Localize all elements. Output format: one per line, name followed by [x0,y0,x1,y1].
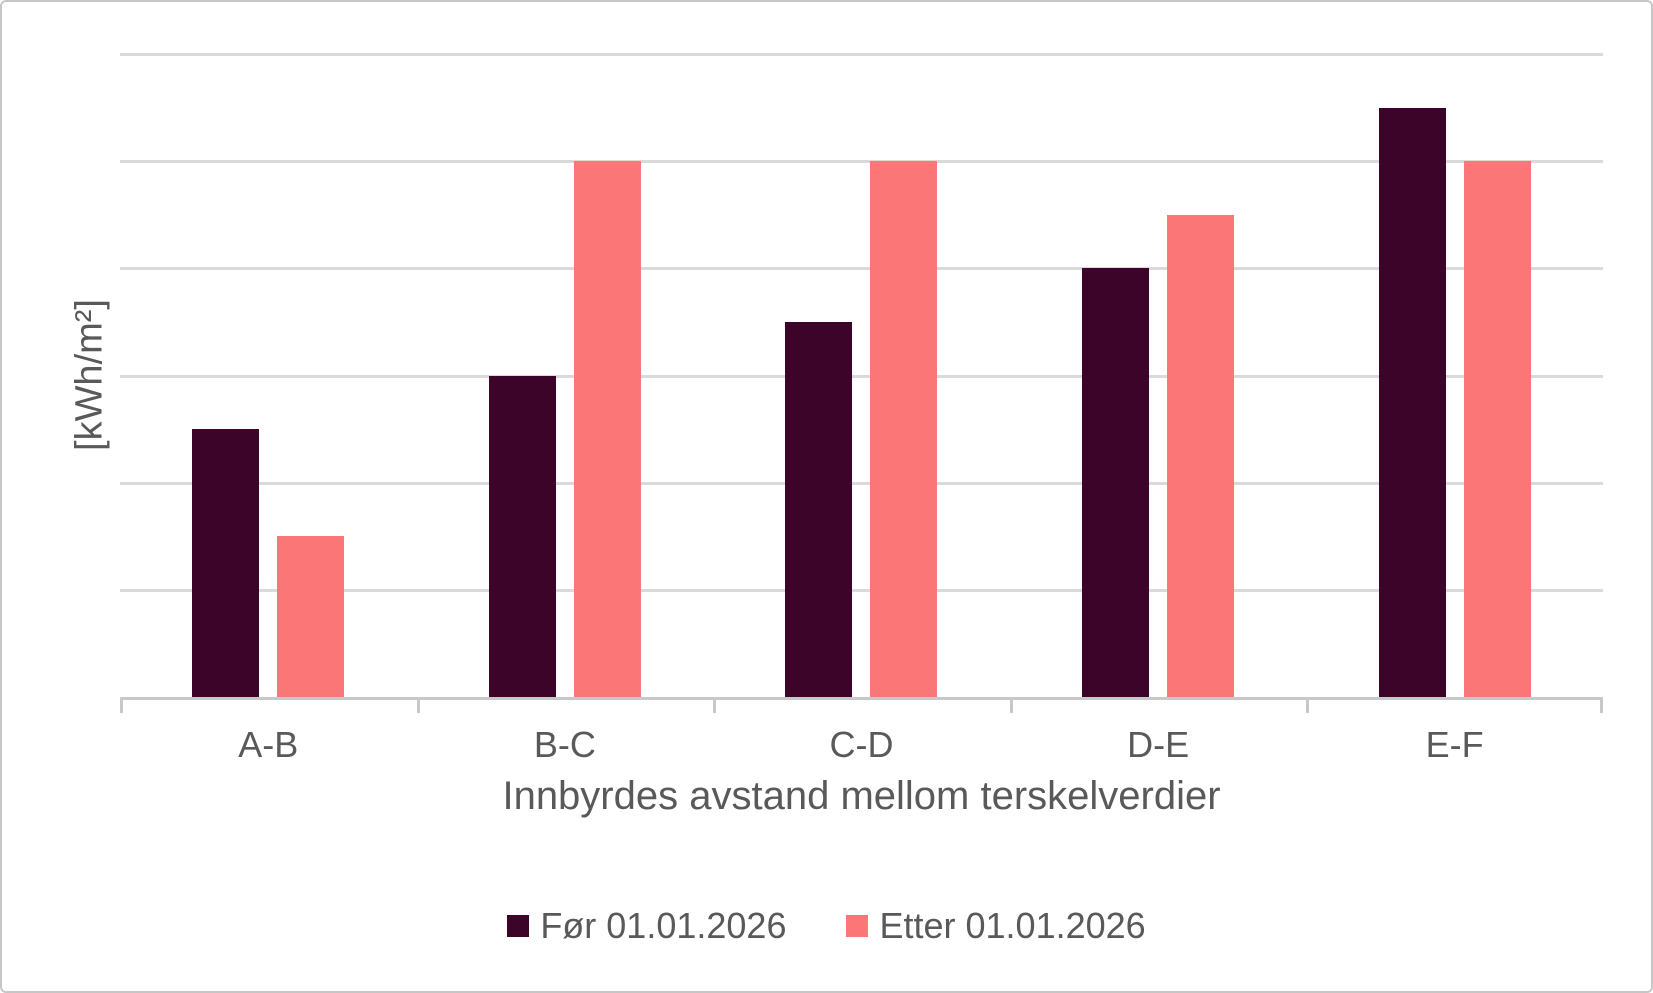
bar-før-01-01-2026-e-f [1378,107,1446,697]
x-tick-label-a-b: A-B [238,724,299,765]
legend-swatch-etter-01-01-2026 [846,915,869,937]
legend-swatch-før-01-01-2026 [507,915,530,937]
legend: Før 01.01.2026 Etter 01.01.2026 [2,905,1651,947]
bar-etter-01-01-2026-d-e [1167,214,1235,697]
legend-label-før-01-01-2026: Før 01.01.2026 [540,905,787,946]
gridline-y4 [120,267,1603,271]
bar-før-01-01-2026-a-b [192,429,260,697]
category-group-d-e [1010,54,1307,697]
x-tick-label-d-e: D-E [1127,724,1190,765]
legend-label-etter-01-01-2026: Etter 01.01.2026 [879,905,1146,946]
bar-etter-01-01-2026-b-c [573,161,641,697]
bar-før-01-01-2026-b-c [488,375,556,697]
gridline-y1 [120,588,1603,592]
x-tick-label-e-f: E-F [1425,724,1484,765]
category-group-b-c [417,54,714,697]
x-axis-tick [1600,697,1603,713]
x-axis-tick [713,697,717,713]
x-tick-label-b-c: B-C [533,724,596,765]
bar-før-01-01-2026-d-e [1082,268,1150,697]
gridline-y3 [120,374,1603,378]
gridline-y2 [120,481,1603,485]
bar-etter-01-01-2026-e-f [1463,161,1531,697]
bar-etter-01-01-2026-c-d [870,161,938,697]
category-group-e-f [1306,54,1603,697]
gridline-y5 [120,160,1603,164]
gridline-y6 [120,53,1603,56]
category-group-a-b [120,54,417,697]
bar-før-01-01-2026-c-d [785,321,853,697]
x-axis-title: Innbyrdes avstand mellom terskelverdier [502,774,1221,818]
x-axis-tick [120,697,123,713]
x-axis-tick [1009,697,1013,713]
x-axis-tick-labels: A-B B-C C-D D-E E-F [120,724,1603,766]
bar-etter-01-01-2026-a-b [277,536,345,697]
x-axis-tick [1306,697,1310,713]
x-axis-tick [416,697,420,713]
category-group-c-d [713,54,1010,697]
plot-area [120,53,1603,713]
y-axis-title: [kWh/m²] [68,299,111,451]
legend-item-før-01-01-2026: Før 01.01.2026 [507,905,786,947]
x-tick-label-c-d: C-D [829,724,894,765]
legend-item-etter-01-01-2026: Etter 01.01.2026 [846,905,1146,947]
